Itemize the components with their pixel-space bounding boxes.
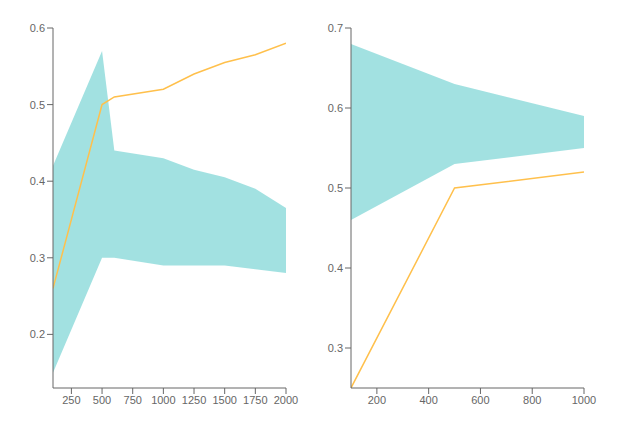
svg-text:1000: 1000	[151, 394, 175, 406]
svg-text:1750: 1750	[243, 394, 267, 406]
svg-text:750: 750	[124, 394, 142, 406]
svg-text:250: 250	[62, 394, 80, 406]
svg-text:400: 400	[419, 394, 437, 406]
svg-text:2000: 2000	[274, 394, 298, 406]
svg-text:0.2: 0.2	[30, 328, 45, 340]
svg-text:500: 500	[93, 394, 111, 406]
svg-text:1250: 1250	[182, 394, 206, 406]
svg-text:1500: 1500	[212, 394, 236, 406]
svg-text:0.6: 0.6	[30, 22, 45, 34]
svg-text:800: 800	[523, 394, 541, 406]
svg-text:0.7: 0.7	[328, 22, 343, 34]
svg-text:200: 200	[368, 394, 386, 406]
svg-text:0.3: 0.3	[30, 252, 45, 264]
svg-text:0.5: 0.5	[328, 182, 343, 194]
svg-text:0.4: 0.4	[328, 262, 343, 274]
svg-text:1000: 1000	[572, 394, 596, 406]
svg-text:0.6: 0.6	[328, 102, 343, 114]
svg-text:0.3: 0.3	[328, 342, 343, 354]
svg-text:600: 600	[471, 394, 489, 406]
svg-text:0.5: 0.5	[30, 99, 45, 111]
svg-text:0.4: 0.4	[30, 175, 45, 187]
